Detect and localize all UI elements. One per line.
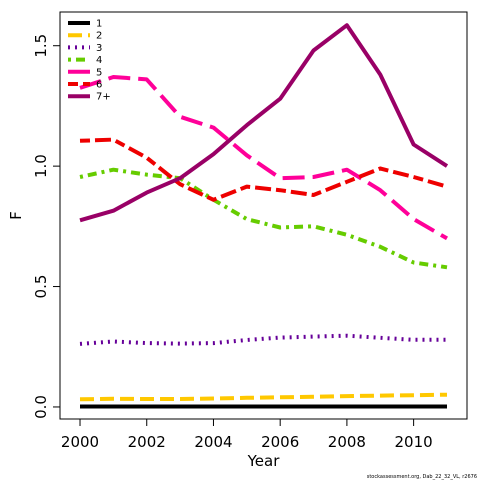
x-tick-label: 2002 [128,433,166,451]
series-layer [79,23,449,409]
legend-label-3: 3 [96,43,102,54]
plot-frame [59,11,468,420]
y-tick-label: 1.5 [32,34,50,58]
series-line-6 [79,137,448,202]
axes-layer: 2000 2002 2004 2006 2008 2010 0.0 0.5 1.0 1.5 [32,34,433,451]
x-tick-label: 2010 [395,433,433,451]
series-line-7 [79,23,449,223]
series-line-3 [79,333,447,346]
series-line-2 [79,392,448,402]
y-tick-label: 0.5 [32,275,50,299]
series-line-5 [79,75,449,241]
x-tick-label: 2008 [328,433,366,451]
y-tick-label: 1.0 [32,154,50,178]
legend-label-5: 5 [96,67,102,78]
legend-label-7: 7+ [96,92,111,103]
legend-label-4: 4 [96,55,102,66]
y-axis-title: F [7,211,25,220]
x-tick-label: 2004 [194,433,232,451]
legend-label-6: 6 [96,80,102,91]
source-footer: stockassessment.org, Dab_22_32_VL, r2676 [367,474,477,480]
legend-label-2: 2 [96,31,102,42]
series-line-4 [79,167,448,270]
legend-label-1: 1 [96,19,102,30]
x-axis-title: Year [247,452,281,470]
x-tick-label: 2006 [261,433,299,451]
y-tick-label: 0.0 [32,395,50,419]
x-tick-label: 2000 [61,433,99,451]
